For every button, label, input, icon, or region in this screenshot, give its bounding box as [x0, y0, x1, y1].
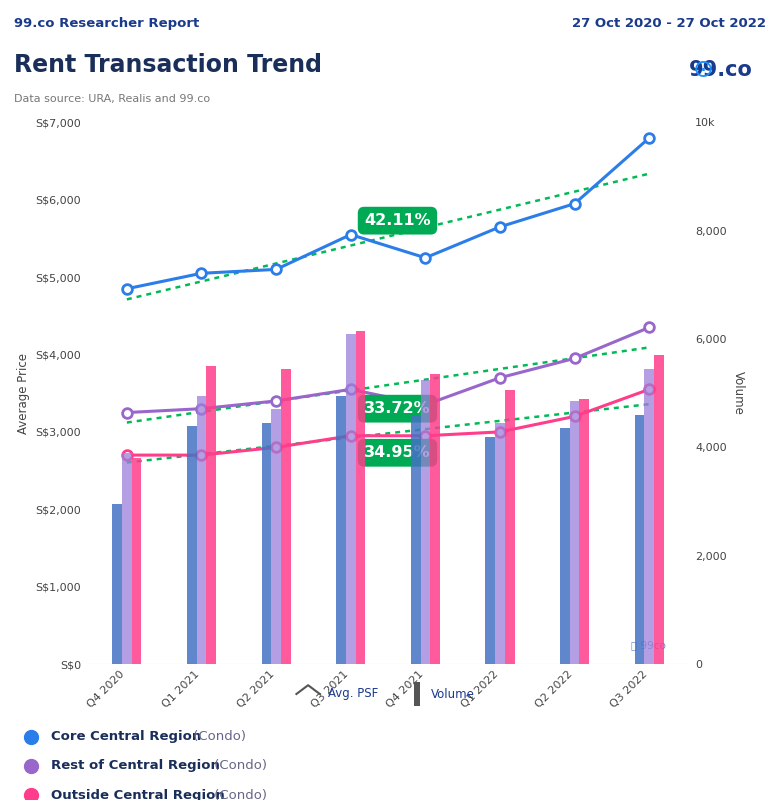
Bar	[495, 423, 505, 664]
Text: Outside Central Region: Outside Central Region	[51, 789, 225, 800]
Bar	[112, 504, 122, 664]
Text: ⊙: ⊙	[693, 58, 714, 82]
Bar	[346, 334, 356, 664]
Bar	[207, 366, 216, 664]
Bar	[654, 355, 664, 664]
Bar	[414, 682, 420, 706]
Bar	[336, 396, 346, 664]
Bar	[485, 437, 495, 664]
Bar	[644, 369, 654, 664]
Text: (Condo): (Condo)	[211, 789, 268, 800]
Bar	[187, 426, 197, 664]
Bar	[122, 453, 132, 664]
Y-axis label: Volume: Volume	[732, 371, 746, 415]
Text: Data source: URA, Realis and 99.co: Data source: URA, Realis and 99.co	[14, 94, 210, 105]
Bar	[505, 390, 515, 664]
Text: 42.11%: 42.11%	[364, 213, 431, 228]
Text: Rent Transaction Trend: Rent Transaction Trend	[14, 54, 322, 78]
Text: Rest of Central Region: Rest of Central Region	[51, 759, 220, 773]
Text: (Condo): (Condo)	[211, 759, 268, 773]
Text: (Condo): (Condo)	[189, 730, 246, 743]
Text: 99.co: 99.co	[689, 60, 753, 80]
Text: Core Central Region: Core Central Region	[51, 730, 201, 743]
Text: 34.95%: 34.95%	[364, 446, 431, 460]
Text: Avg. PSF: Avg. PSF	[328, 687, 378, 701]
Text: 27 Oct 2020 - 27 Oct 2022: 27 Oct 2020 - 27 Oct 2022	[572, 17, 766, 30]
Bar	[132, 458, 141, 664]
Bar	[197, 396, 207, 664]
Text: Volume: Volume	[431, 687, 474, 701]
Bar	[431, 374, 440, 664]
Bar	[411, 415, 420, 664]
Text: 33.72%: 33.72%	[364, 401, 431, 416]
Bar	[261, 423, 271, 664]
Bar	[420, 380, 431, 664]
Bar	[356, 331, 365, 664]
Text: 99.co Researcher Report: 99.co Researcher Report	[14, 17, 200, 30]
Bar	[635, 415, 644, 664]
Y-axis label: Average Price: Average Price	[16, 353, 30, 434]
Bar	[569, 402, 580, 664]
Text: ⌖ 99co: ⌖ 99co	[631, 641, 666, 650]
Bar	[281, 369, 291, 664]
Bar	[580, 398, 589, 664]
Bar	[560, 429, 569, 664]
Bar	[271, 410, 281, 664]
